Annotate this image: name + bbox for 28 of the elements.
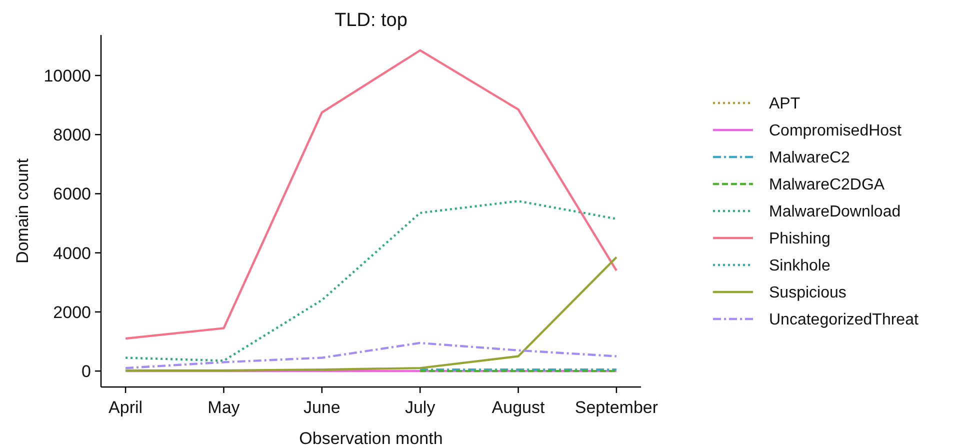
- y-tick-label: 10000: [44, 66, 91, 86]
- legend-label: CompromisedHost: [769, 122, 902, 140]
- y-tick-label: 8000: [53, 126, 91, 145]
- y-tick-label: 2000: [53, 302, 91, 322]
- chart-title: TLD: top: [334, 10, 408, 31]
- x-axis-title: Observation month: [299, 429, 443, 448]
- x-tick-label: May: [208, 398, 240, 417]
- legend-label: MalwareC2DGA: [769, 176, 885, 194]
- legend-label: MalwareDownload: [769, 204, 901, 221]
- y-axis-title: Domain count: [13, 158, 32, 264]
- x-tick-label: September: [574, 398, 658, 417]
- line-series: [124, 49, 618, 340]
- legend-label: Suspicious: [769, 284, 846, 302]
- y-tick-label: 0: [82, 362, 91, 381]
- line-series: [124, 342, 618, 370]
- x-tick-label: August: [492, 398, 546, 417]
- line-series: [124, 200, 618, 362]
- legend-label: Sinkhole: [769, 258, 830, 275]
- x-tick-label: April: [108, 398, 143, 417]
- legend-label: APT: [769, 96, 800, 113]
- x-tick-label: July: [404, 398, 436, 417]
- line-series: [124, 256, 618, 372]
- legend-label: MalwareC2: [769, 150, 850, 167]
- y-tick-label: 6000: [53, 184, 91, 204]
- legend-label: UncategorizedThreat: [769, 312, 919, 329]
- y-tick-label: 4000: [53, 244, 91, 263]
- x-tick-label: June: [303, 398, 340, 417]
- legend-label: Phishing: [769, 230, 830, 248]
